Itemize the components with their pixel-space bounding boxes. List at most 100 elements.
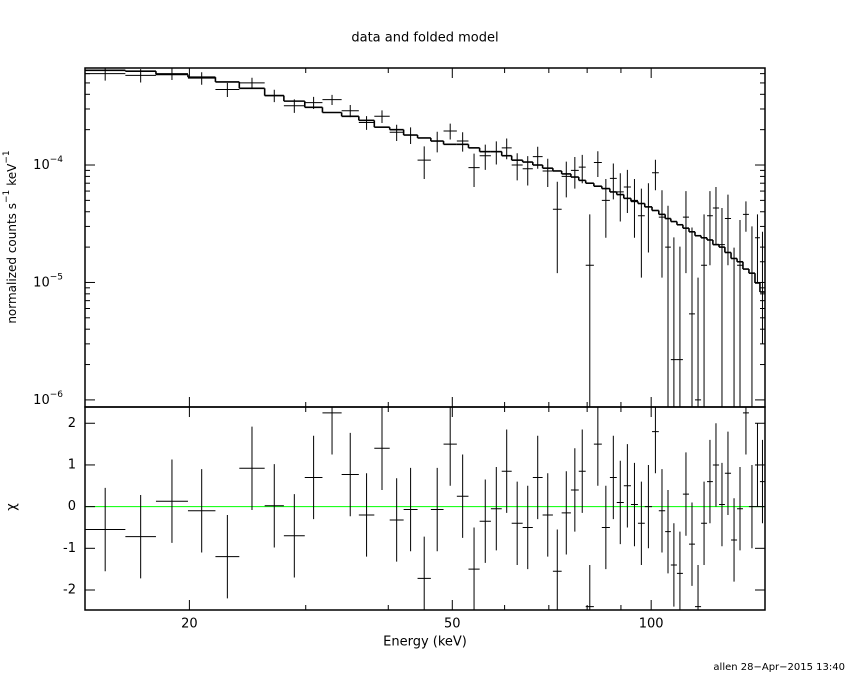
residual-point bbox=[593, 407, 602, 486]
residual-point bbox=[701, 481, 708, 565]
data-point bbox=[644, 183, 653, 253]
y-label-exponent: −1 bbox=[2, 190, 12, 203]
data-point bbox=[712, 186, 720, 245]
x-axis-label: Energy (keV) bbox=[383, 635, 467, 650]
residual-point bbox=[542, 473, 553, 557]
data-point bbox=[701, 214, 708, 407]
residual-point bbox=[561, 471, 571, 555]
data-point bbox=[665, 205, 671, 407]
data-point bbox=[670, 237, 677, 407]
data-point bbox=[542, 158, 553, 187]
residual-point bbox=[616, 460, 624, 545]
y-label-unit: keV bbox=[5, 163, 19, 186]
residual-point bbox=[532, 435, 543, 520]
residual-point bbox=[694, 564, 702, 610]
data-point bbox=[616, 173, 624, 222]
residual-point bbox=[389, 478, 404, 562]
residual-point bbox=[737, 467, 743, 551]
data-point bbox=[737, 220, 743, 407]
residual-point bbox=[601, 485, 610, 570]
data-point bbox=[501, 138, 512, 160]
data-point bbox=[719, 208, 725, 407]
y-axis-label: χ bbox=[5, 503, 20, 511]
residual-point bbox=[511, 481, 523, 565]
data-point bbox=[707, 191, 713, 266]
y-label-exponent: −1 bbox=[2, 150, 12, 163]
y-tick-label: 10−5 bbox=[33, 272, 63, 290]
residual-point bbox=[456, 454, 469, 538]
data-point bbox=[637, 188, 645, 278]
data-point bbox=[125, 69, 156, 83]
residual-point bbox=[490, 467, 502, 551]
residual-point bbox=[304, 435, 323, 520]
x-tick-label: 20 bbox=[181, 617, 198, 632]
footer: allen 28−Apr−2015 13:40 bbox=[713, 662, 845, 673]
data-point bbox=[585, 214, 594, 407]
data-point bbox=[694, 277, 702, 407]
residual-point bbox=[670, 523, 677, 607]
residual-point bbox=[239, 426, 265, 510]
residual-point bbox=[443, 407, 457, 486]
data-point bbox=[283, 99, 305, 113]
residual-point bbox=[707, 439, 713, 524]
data-point bbox=[676, 246, 683, 407]
data-point bbox=[658, 190, 666, 278]
residual-point bbox=[724, 431, 732, 515]
y-tick-label: 2 bbox=[68, 416, 76, 431]
residual-point bbox=[501, 429, 512, 513]
residual-point bbox=[403, 467, 418, 552]
residual-point bbox=[676, 531, 683, 610]
data-point bbox=[593, 151, 602, 178]
data-point bbox=[748, 226, 755, 407]
residual-point bbox=[479, 479, 491, 563]
data-point bbox=[155, 68, 188, 81]
residual-point bbox=[578, 429, 586, 513]
residual-point bbox=[665, 489, 671, 574]
residual-point bbox=[759, 439, 765, 524]
y-tick-label: 10−6 bbox=[33, 389, 63, 407]
data-point bbox=[532, 146, 543, 169]
residual-point bbox=[742, 407, 749, 455]
data-point bbox=[601, 179, 610, 238]
y-tick-exponent: −5 bbox=[50, 272, 63, 282]
bottom-plot-area bbox=[85, 407, 765, 610]
data-point bbox=[561, 161, 571, 198]
data-point bbox=[358, 116, 375, 130]
residual-point bbox=[264, 464, 284, 548]
data-point bbox=[490, 141, 502, 165]
residual-point bbox=[341, 432, 359, 517]
y-tick-label: -2 bbox=[63, 582, 76, 597]
residual-point bbox=[215, 514, 240, 599]
residual-point bbox=[322, 407, 342, 455]
residual-point bbox=[652, 407, 659, 474]
residual-point bbox=[155, 459, 188, 543]
residual-point bbox=[125, 494, 156, 579]
residual-point bbox=[748, 464, 755, 549]
data-point bbox=[652, 159, 659, 191]
data-point bbox=[468, 153, 480, 187]
data-point bbox=[239, 77, 265, 89]
frame bbox=[84, 406, 766, 611]
residual-point bbox=[712, 423, 720, 507]
data-point bbox=[733, 247, 735, 407]
x-tick-label: 50 bbox=[444, 617, 461, 632]
y-tick-exponent: −4 bbox=[50, 155, 64, 165]
data-point bbox=[522, 156, 533, 186]
residual-point bbox=[682, 452, 690, 536]
data-point bbox=[322, 94, 342, 106]
data-point bbox=[215, 82, 240, 98]
data-point bbox=[417, 146, 431, 180]
residual-point bbox=[623, 444, 631, 528]
data-point bbox=[623, 169, 631, 214]
data-point bbox=[430, 131, 444, 153]
residual-point bbox=[630, 462, 638, 547]
residual-point bbox=[609, 435, 617, 520]
data-point bbox=[456, 132, 469, 152]
residual-point bbox=[374, 407, 390, 490]
residual-point bbox=[644, 464, 653, 549]
chart-title: data and folded model bbox=[351, 31, 498, 46]
data-point bbox=[754, 214, 760, 283]
y-axis-label: normalized counts s−1keV−1 bbox=[2, 150, 19, 323]
data-point bbox=[682, 191, 690, 274]
